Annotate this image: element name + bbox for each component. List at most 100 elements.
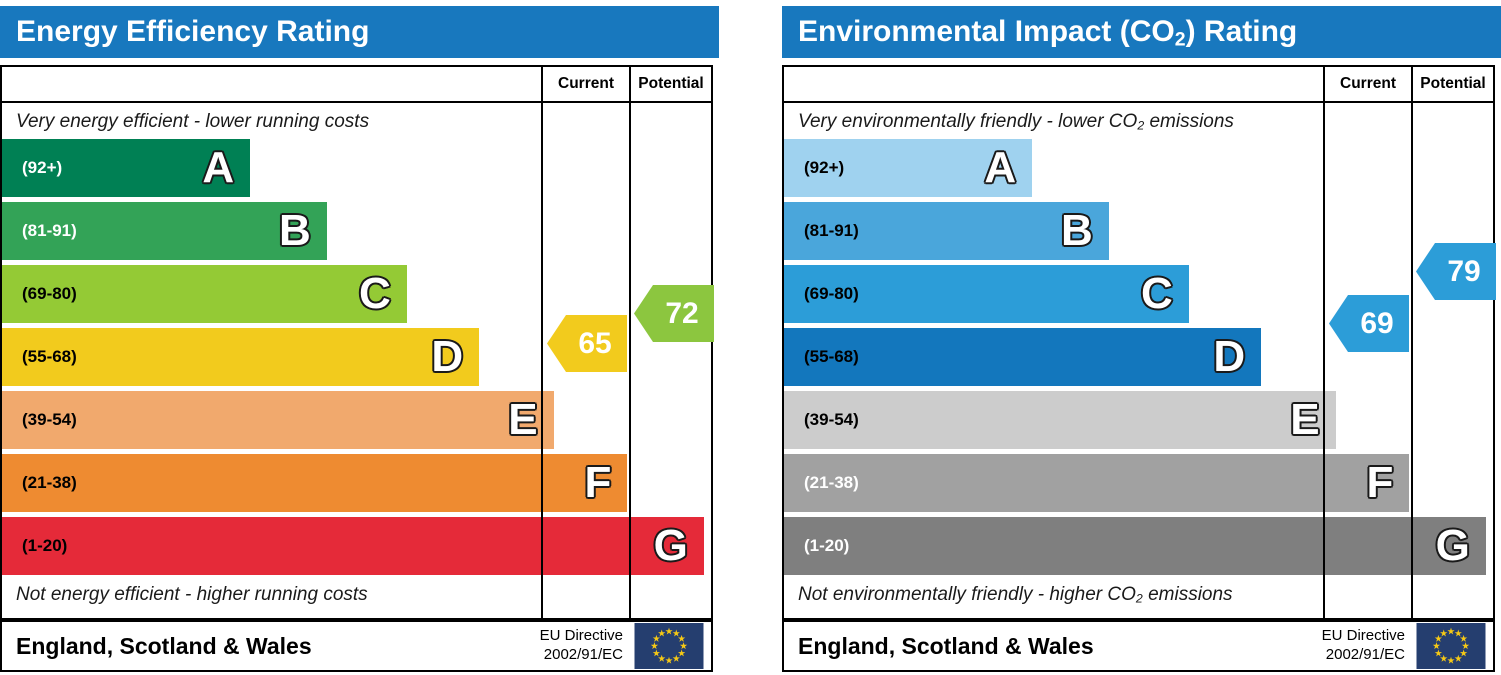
band-bar-d: (55-68) D (784, 328, 1262, 386)
bottom-note-subscript: 2 (1135, 591, 1143, 606)
band-row-f: (21-38) F (2, 454, 711, 512)
band-letter: G (653, 521, 688, 570)
band-row-c: (69-80) C (2, 265, 711, 323)
current-rating-arrow: 65 (547, 315, 627, 372)
band-range: (81-91) (22, 221, 77, 240)
eu-directive-line2: 2002/91/EC (1325, 646, 1405, 663)
band-row-c: (69-80) C (784, 265, 1493, 323)
current-rating-value: 69 (1360, 306, 1394, 340)
table-header-row: Current Potential (784, 67, 1493, 103)
band-range: (55-68) (804, 347, 859, 366)
potential-rating-value: 79 (1447, 254, 1481, 288)
potential-column-header: Potential (638, 75, 704, 92)
band-row-d: (55-68) D (2, 328, 711, 386)
band-range: (1-20) (804, 536, 850, 555)
column-divider (541, 67, 543, 618)
band-range: (39-54) (804, 410, 859, 429)
chart-title-subscript: 2 (1174, 28, 1186, 51)
band-row-f: (21-38) F (784, 454, 1493, 512)
band-bar-a: (92+) A (784, 139, 1033, 197)
band-letter: D (1213, 332, 1246, 381)
band-bar-e: (39-54) E (784, 391, 1336, 449)
band-row-b: (81-91) B (2, 202, 711, 260)
potential-column-header: Potential (1420, 75, 1486, 92)
band-bar-f: (21-38) F (2, 454, 628, 512)
band-row-e: (39-54) E (2, 391, 711, 449)
band-bar-c: (69-80) C (784, 265, 1189, 323)
footer-region-label: England, Scotland & Wales (16, 632, 312, 659)
band-letter: D (431, 332, 464, 381)
bottom-note: Not energy efficient - higher running co… (2, 584, 711, 606)
eu-directive-label: EU Directive 2002/91/EC (1322, 627, 1405, 665)
band-bar-c: (69-80) C (2, 265, 407, 323)
energy-efficiency-chart: Energy Efficiency Rating Current Potenti… (0, 6, 719, 672)
top-note: Very environmentally friendly - lower CO… (784, 103, 1493, 139)
band-letter: B (1060, 206, 1093, 255)
band-range: (69-80) (804, 284, 859, 303)
band-range: (92+) (22, 158, 63, 177)
eu-directive-label: EU Directive 2002/91/EC (540, 627, 623, 665)
top-note-subscript: 2 (1137, 118, 1145, 133)
current-rating-value: 65 (578, 326, 612, 360)
chart-title: Energy Efficiency Rating (0, 6, 719, 58)
band-range: (21-38) (804, 473, 859, 492)
potential-rating-arrow: 79 (1416, 243, 1496, 300)
band-letter: A (984, 143, 1017, 192)
chart-footer: England, Scotland & Wales EU Directive 2… (782, 620, 1495, 672)
band-letter: B (278, 206, 311, 255)
band-letter: E (508, 395, 538, 444)
band-letter: F (1366, 458, 1394, 507)
chart-footer: England, Scotland & Wales EU Directive 2… (0, 620, 713, 672)
band-row-g: (1-20) G (2, 517, 711, 575)
band-row-a: (92+) A (784, 139, 1493, 197)
current-column-header: Current (1340, 75, 1396, 92)
band-range: (92+) (804, 158, 845, 177)
band-range: (21-38) (22, 473, 77, 492)
band-row-g: (1-20) G (784, 517, 1493, 575)
band-letter: G (1435, 521, 1470, 570)
band-letter: A (202, 143, 235, 192)
bottom-note-text: Not environmentally friendly - higher CO (798, 584, 1136, 605)
band-row-d: (55-68) D (784, 328, 1493, 386)
chart-title-text: Environmental Impact (CO (798, 15, 1175, 48)
band-row-b: (81-91) B (784, 202, 1493, 260)
eu-directive-line1: EU Directive (1321, 627, 1405, 645)
band-range: (55-68) (22, 347, 77, 366)
bottom-note-text-end: emissions (1142, 584, 1233, 605)
band-bar-g: (1-20) G (2, 517, 704, 575)
eu-flag (1416, 623, 1486, 669)
column-divider (629, 67, 631, 618)
chart-title-text-end: ) Rating (1185, 15, 1298, 48)
band-bar-b: (81-91) B (2, 202, 327, 260)
band-bar-a: (92+) A (2, 139, 251, 197)
column-divider (1323, 67, 1325, 618)
eu-flag (634, 623, 704, 669)
band-letter: E (1290, 395, 1320, 444)
bottom-note-text: Not energy efficient - higher running co… (16, 584, 368, 605)
chart-title-text: Energy Efficiency Rating (16, 15, 370, 48)
rating-table: Current Potential Very energy efficient … (0, 65, 714, 620)
band-letter: C (359, 269, 391, 318)
bottom-note: Not environmentally friendly - higher CO… (784, 584, 1493, 606)
current-column-header: Current (558, 75, 614, 92)
band-range: (39-54) (22, 410, 77, 429)
band-bar-b: (81-91) B (784, 202, 1109, 260)
band-row-e: (39-54) E (784, 391, 1493, 449)
band-bar-f: (21-38) F (784, 454, 1410, 512)
top-note: Very energy efficient - lower running co… (2, 103, 711, 139)
column-divider (1411, 67, 1413, 618)
top-note-text: Very environmentally friendly - lower CO (798, 111, 1138, 132)
band-bar-g: (1-20) G (784, 517, 1486, 575)
band-letter: F (584, 458, 612, 507)
band-range: (1-20) (22, 536, 68, 555)
current-rating-arrow: 69 (1329, 295, 1409, 352)
top-note-text-end: emissions (1144, 111, 1234, 132)
footer-region-label: England, Scotland & Wales (798, 632, 1094, 659)
band-range: (81-91) (804, 221, 859, 240)
top-note-text: Very energy efficient - lower running co… (16, 111, 370, 132)
eu-directive-line1: EU Directive (539, 627, 623, 645)
environmental-impact-chart: Environmental Impact (CO2) Rating Curren… (782, 6, 1501, 672)
chart-title: Environmental Impact (CO2) Rating (782, 6, 1501, 58)
band-letter: C (1141, 269, 1173, 318)
rating-table: Current Potential Very environmentally f… (782, 65, 1496, 620)
